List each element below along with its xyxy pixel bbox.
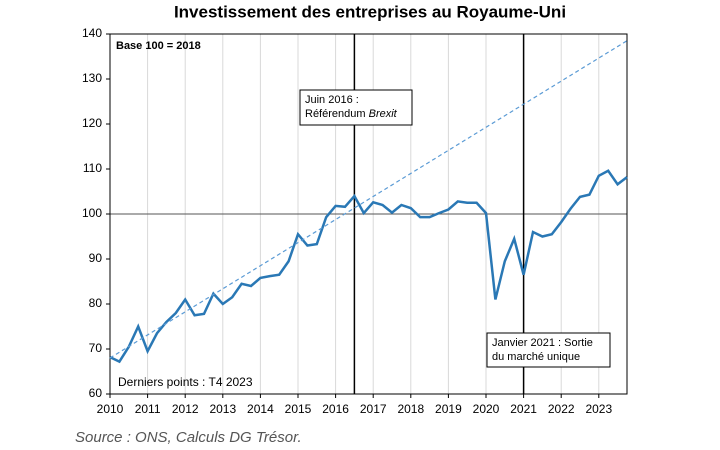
y-tick-label: 70 xyxy=(89,341,103,355)
x-tick-label: 2023 xyxy=(585,402,612,416)
x-tick-label: 2016 xyxy=(322,402,349,416)
annotation-part: du marché unique xyxy=(492,351,580,363)
annotation-italic: Brexit xyxy=(369,108,398,120)
annotation-part: Référendum xyxy=(305,108,366,120)
y-tick-label: 140 xyxy=(82,26,102,40)
annotation-text: du marché unique xyxy=(492,351,580,363)
y-tick-label: 100 xyxy=(82,206,102,220)
y-tick-label: 120 xyxy=(82,116,102,130)
note: Derniers points : T4 2023 xyxy=(118,375,253,389)
x-tick-label: 2021 xyxy=(510,402,537,416)
y-tick-label: 80 xyxy=(89,296,103,310)
y-tick-label: 90 xyxy=(89,251,103,265)
x-tick-label: 2018 xyxy=(397,402,424,416)
note: Base 100 = 2018 xyxy=(116,40,201,52)
y-tick-label: 130 xyxy=(82,71,102,85)
series-line xyxy=(109,169,628,364)
plot-frame xyxy=(109,33,628,395)
annotation-text: Janvier 2021 : Sortie xyxy=(492,337,593,349)
x-tick-label: 2019 xyxy=(435,402,462,416)
x-tick-label: 2014 xyxy=(247,402,274,416)
x-tick-label: 2015 xyxy=(285,402,312,416)
x-tick-label: 2022 xyxy=(548,402,575,416)
x-tick-label: 2011 xyxy=(135,402,161,416)
y-tick-label: 60 xyxy=(89,386,103,400)
x-tick-label: 2017 xyxy=(360,402,387,416)
x-tick-label: 2020 xyxy=(473,402,500,416)
chart-title: Investissement des entreprises au Royaum… xyxy=(174,2,566,21)
annotation-part: Juin 2016 : xyxy=(305,94,359,106)
annotation-text: Juin 2016 : xyxy=(305,94,359,106)
x-tick-label: 2013 xyxy=(209,402,236,416)
source: Source : ONS, Calculs DG Trésor. xyxy=(75,429,302,446)
x-tick-label: 2012 xyxy=(172,402,199,416)
annotation-box xyxy=(486,332,611,368)
trend-line xyxy=(109,40,628,359)
annotation-part: Janvier 2021 : Sortie xyxy=(492,337,593,349)
x-tick-label: 2010 xyxy=(97,402,124,416)
annotation-box xyxy=(299,89,413,126)
y-tick-label: 110 xyxy=(83,161,102,175)
annotation-text: Référendum Brexit xyxy=(305,108,398,120)
